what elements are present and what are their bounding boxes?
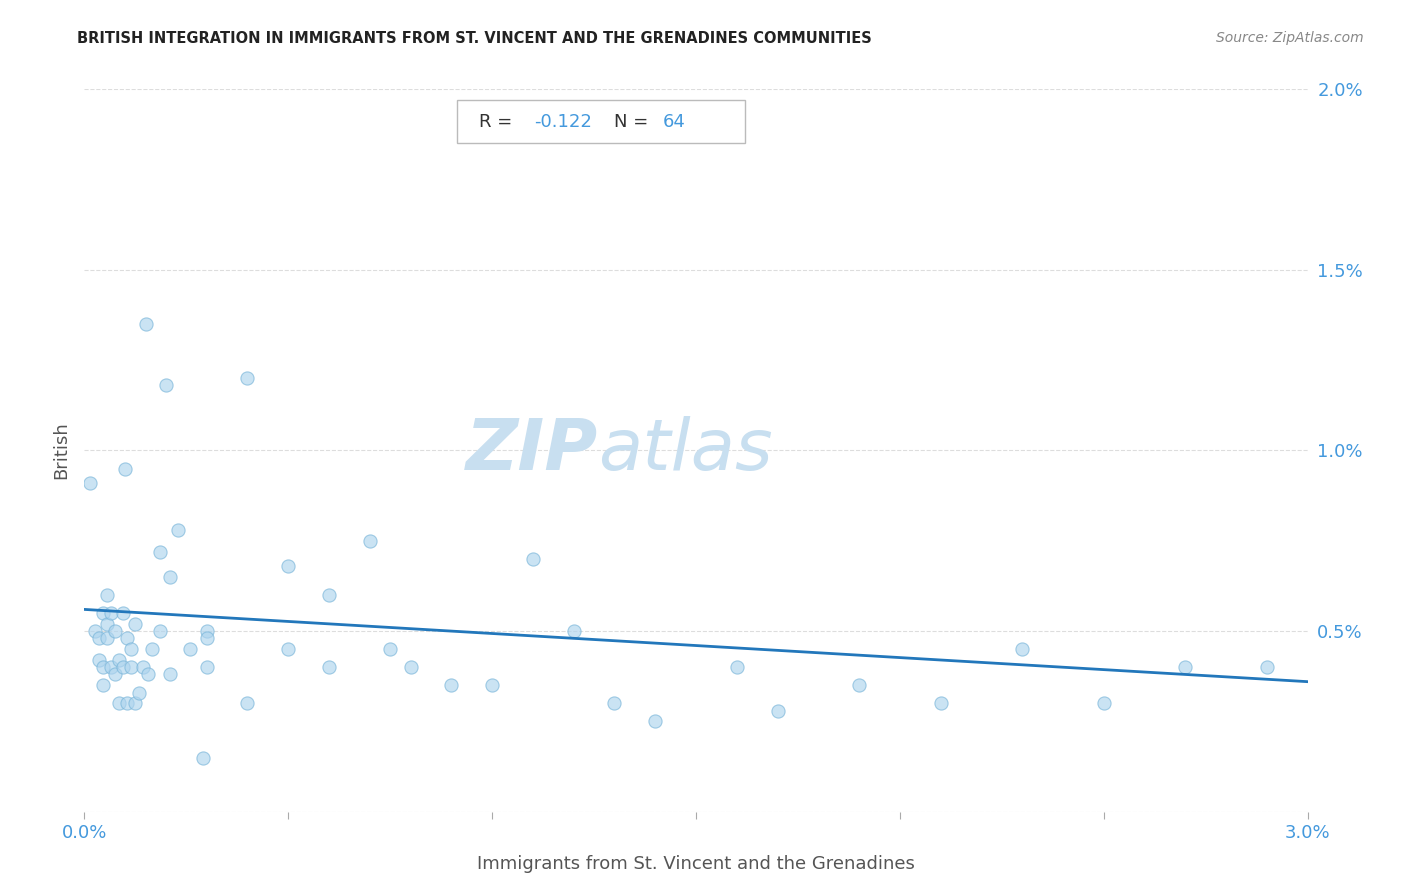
Point [149,544,172,558]
Point [1092,696,1115,710]
Point [96,616,118,631]
Point [167,523,190,537]
Point [399,660,422,674]
X-axis label: Immigrants from St. Vincent and the Grenadines: Immigrants from St. Vincent and the Gren… [477,855,915,873]
Point [124,616,146,631]
Point [929,696,952,710]
Point [725,660,748,674]
Text: atlas: atlas [598,416,773,485]
Point [481,678,503,692]
Point [108,653,131,667]
Point [104,624,127,639]
Point [120,642,142,657]
Point [277,559,299,574]
Text: ZIP: ZIP [465,416,598,485]
Point [562,624,585,639]
Point [155,378,177,392]
Point [149,624,172,639]
Point [318,588,340,602]
Point [96,588,118,602]
Point [87,653,110,667]
Point [1256,660,1278,674]
Point [104,667,127,681]
Point [1174,660,1197,674]
Point [115,632,138,646]
Point [100,660,122,674]
Point [114,461,136,475]
Point [1011,642,1033,657]
Point [440,678,463,692]
Text: Source: ZipAtlas.com: Source: ZipAtlas.com [1216,31,1364,45]
Text: R =: R = [479,112,519,131]
Text: 64: 64 [664,112,686,131]
Point [100,606,122,620]
Point [380,642,402,657]
Point [644,714,666,729]
Point [191,750,214,764]
Point [236,371,259,385]
Point [159,570,181,584]
FancyBboxPatch shape [457,100,745,144]
Point [112,606,135,620]
Point [112,660,135,674]
Point [179,642,201,657]
Point [195,624,218,639]
Point [603,696,626,710]
Point [124,696,146,710]
Point [87,632,110,646]
Point [359,533,381,548]
Point [236,696,259,710]
Point [108,696,131,710]
Point [195,660,218,674]
Point [159,667,181,681]
Point [83,624,105,639]
Point [135,317,157,331]
Point [120,660,142,674]
Point [128,685,150,699]
Point [195,632,218,646]
Point [91,678,114,692]
Point [318,660,340,674]
Point [766,704,789,718]
Point [277,642,299,657]
Point [848,678,870,692]
Point [91,660,114,674]
Point [522,551,544,566]
Point [141,642,163,657]
Text: BRITISH INTEGRATION IN IMMIGRANTS FROM ST. VINCENT AND THE GRENADINES COMMUNITIE: BRITISH INTEGRATION IN IMMIGRANTS FROM S… [77,31,872,46]
Point [96,632,118,646]
Point [115,696,138,710]
Point [79,475,101,490]
Point [136,667,159,681]
Point [91,606,114,620]
Text: N =: N = [614,112,654,131]
Text: -0.122: -0.122 [534,112,592,131]
Y-axis label: British: British [52,422,70,479]
Point [132,660,155,674]
